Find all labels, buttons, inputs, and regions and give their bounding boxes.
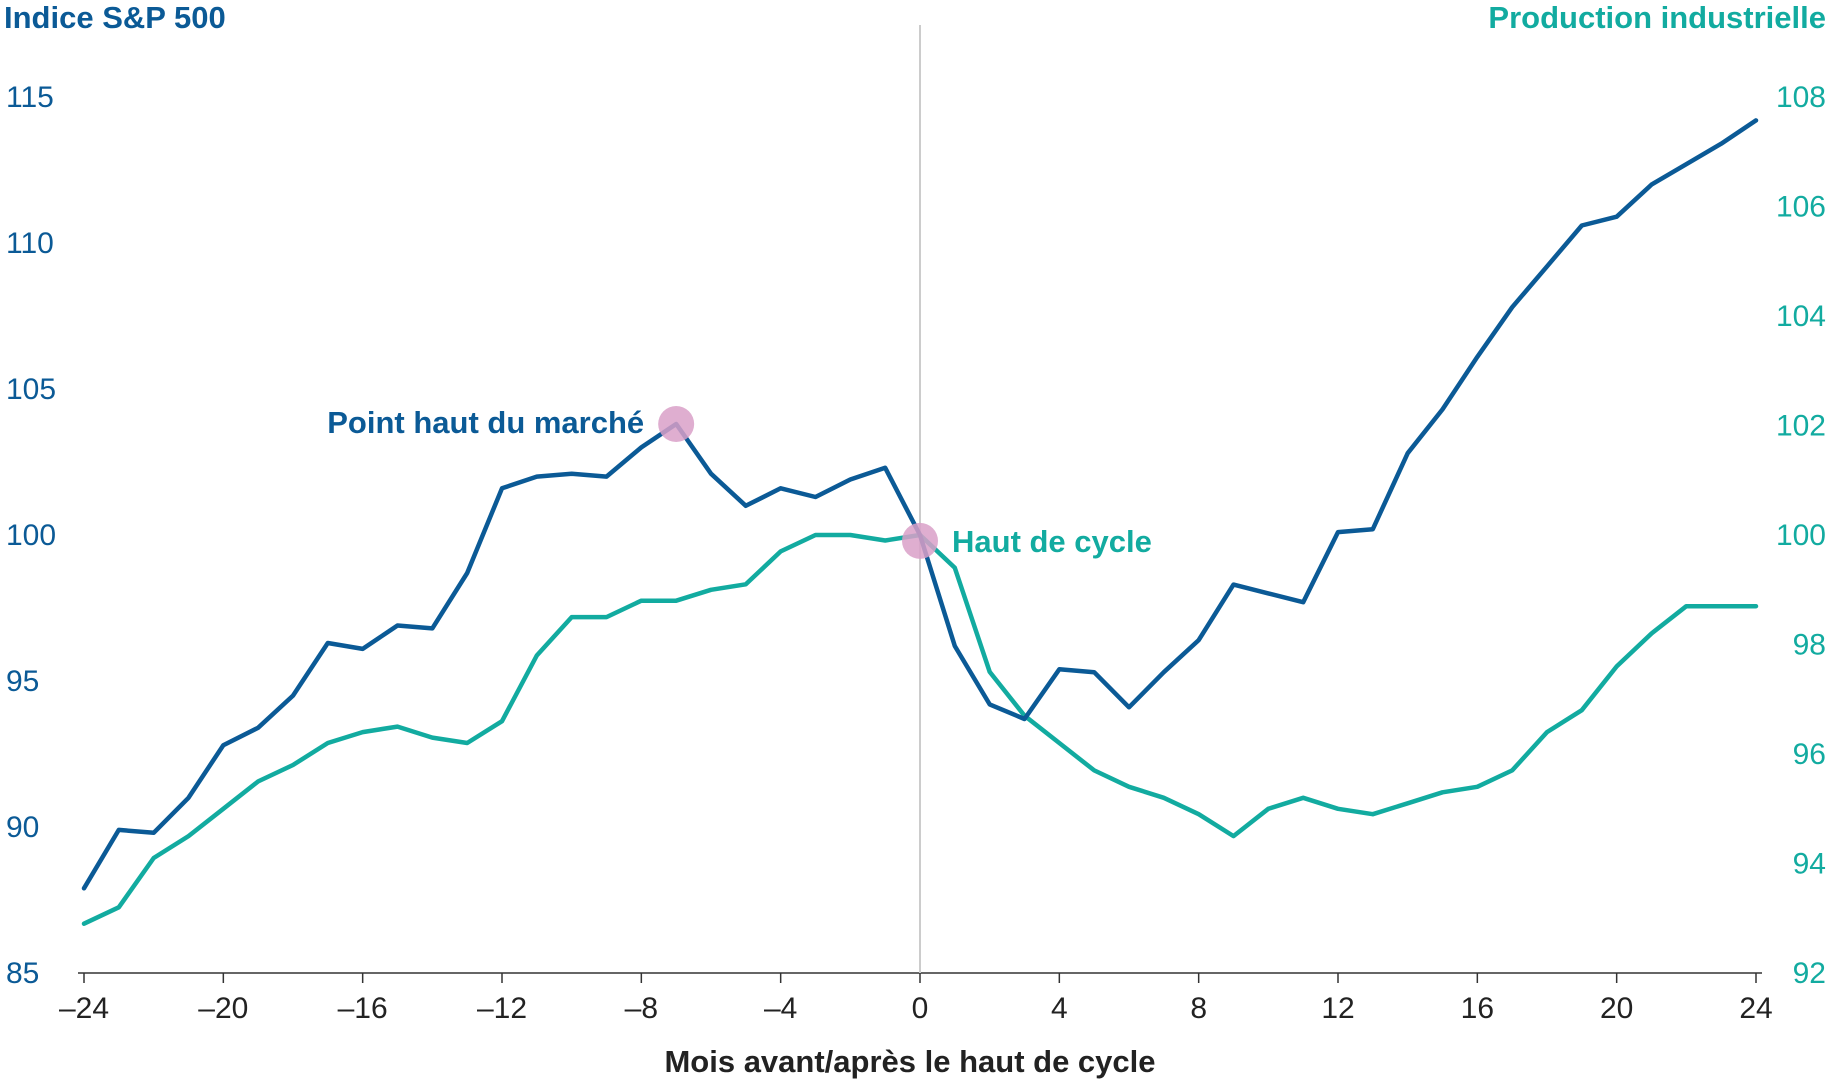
market-peak-label: Point haut du marché (327, 405, 644, 440)
x-tick-label: 12 (1321, 992, 1354, 1025)
x-tick-label: 4 (1051, 992, 1068, 1025)
annotation-labels: Point haut du marché Haut de cycle (327, 405, 1152, 559)
right-tick-label: 92 (1793, 957, 1826, 990)
x-tick-label: 24 (1739, 992, 1772, 1025)
x-axis-title: Mois avant/après le haut de cycle (664, 1044, 1155, 1079)
left-axis-ticks: 85 90 95 100 105 110 115 (6, 81, 56, 990)
x-tick-label: 16 (1461, 992, 1494, 1025)
right-axis-title: Production industrielle (1488, 0, 1826, 35)
x-tick-label: –20 (198, 992, 248, 1025)
left-axis-title: Indice S&P 500 (4, 0, 226, 35)
right-tick-label: 94 (1793, 848, 1826, 881)
x-tick-label: 0 (912, 992, 929, 1025)
right-tick-label: 104 (1776, 300, 1826, 333)
left-tick-label: 100 (6, 519, 56, 552)
cycle-peak-marker (902, 522, 938, 559)
x-tick-label: 20 (1600, 992, 1633, 1025)
left-tick-label: 105 (6, 373, 56, 406)
market-peak-marker (658, 406, 695, 443)
right-axis-ticks: 92 94 96 98 100 102 104 106 108 (1776, 81, 1826, 990)
left-tick-label: 110 (6, 227, 54, 260)
cycle-peak-label: Haut de cycle (952, 524, 1152, 559)
x-axis-ticks: –24 –20 –16 –12 –8 –4 0 4 8 12 16 20 24 (59, 973, 1773, 1025)
annotation-markers (658, 406, 938, 559)
right-tick-label: 98 (1793, 629, 1826, 662)
x-tick-label: –12 (477, 992, 527, 1025)
x-tick-label: 8 (1190, 992, 1207, 1025)
right-tick-label: 108 (1776, 81, 1826, 114)
left-tick-label: 85 (6, 957, 39, 990)
x-tick-label: –16 (338, 992, 388, 1025)
x-tick-label: –8 (625, 992, 658, 1025)
right-tick-label: 100 (1776, 519, 1826, 552)
right-tick-label: 102 (1776, 410, 1826, 443)
left-tick-label: 95 (6, 665, 39, 698)
left-tick-label: 115 (6, 81, 54, 114)
x-tick-label: –4 (764, 992, 797, 1025)
right-tick-label: 106 (1776, 191, 1826, 224)
left-tick-label: 90 (6, 811, 39, 844)
right-tick-label: 96 (1793, 738, 1826, 771)
x-tick-label: –24 (59, 992, 109, 1025)
